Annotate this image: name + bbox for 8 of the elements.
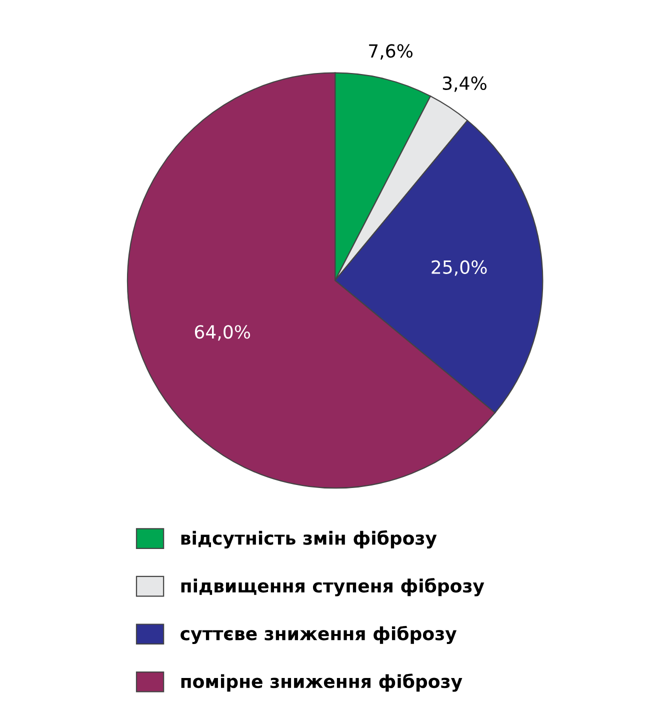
data-label: 7,6% [369,44,412,60]
data-label: 3,4% [442,76,486,92]
legend-label: помірне зниження фіброзу [181,674,462,692]
legend-label: відсутність змін фіброзу [181,530,437,548]
data-label: 64,0% [194,325,250,341]
data-label: 25,0% [432,260,487,276]
legend-label: суттєве зниження фіброзу [180,626,457,644]
legend-label: підвищення ступеня фіброзу [181,578,484,596]
